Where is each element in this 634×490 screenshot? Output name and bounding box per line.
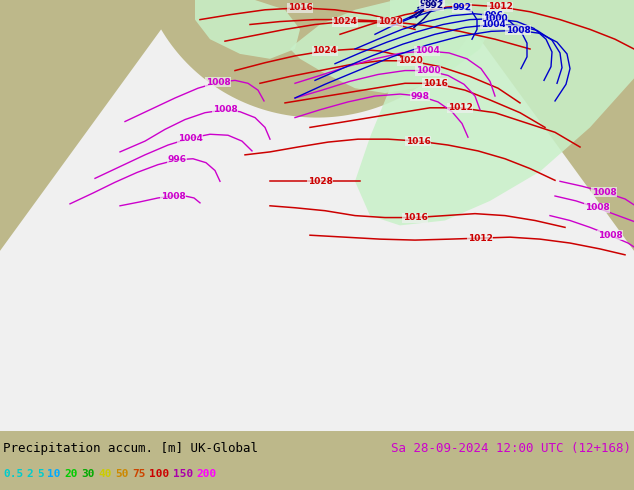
Text: 1000: 1000 (482, 14, 507, 23)
Polygon shape (0, 29, 634, 441)
Text: 988: 988 (425, 0, 444, 6)
Text: 1008: 1008 (598, 231, 623, 240)
Text: 996: 996 (167, 155, 186, 164)
Text: 1008: 1008 (585, 203, 609, 212)
Text: 40: 40 (98, 469, 112, 479)
Text: 1020: 1020 (378, 17, 403, 26)
Text: 1012: 1012 (448, 103, 472, 112)
Text: 75: 75 (133, 469, 146, 479)
Text: 2: 2 (27, 469, 33, 479)
Text: 20: 20 (65, 469, 78, 479)
Text: 998: 998 (410, 92, 429, 100)
Text: 1008: 1008 (160, 192, 185, 200)
Text: 1016: 1016 (406, 137, 430, 146)
Polygon shape (290, 0, 490, 93)
Text: 30: 30 (82, 469, 95, 479)
Text: 1012: 1012 (467, 234, 493, 243)
Text: 1004: 1004 (178, 134, 202, 143)
Text: 5: 5 (37, 469, 44, 479)
Text: Precipitation accum. [m] UK-Global: Precipitation accum. [m] UK-Global (3, 442, 258, 455)
Text: 10: 10 (48, 469, 61, 479)
Text: 1016: 1016 (403, 213, 427, 222)
Text: 1004: 1004 (415, 47, 439, 55)
Text: 100: 100 (150, 469, 170, 479)
Text: 1024: 1024 (313, 47, 337, 55)
Text: 992: 992 (425, 1, 444, 10)
Text: 200: 200 (197, 469, 217, 479)
Text: 1028: 1028 (307, 177, 332, 186)
Text: 1008: 1008 (205, 78, 230, 87)
Text: 1020: 1020 (398, 56, 422, 65)
Text: 1008: 1008 (592, 188, 616, 196)
Text: 50: 50 (115, 469, 129, 479)
Polygon shape (195, 0, 300, 59)
Text: 1004: 1004 (481, 20, 505, 29)
Text: 1000: 1000 (416, 66, 440, 75)
Text: 1016: 1016 (423, 79, 448, 88)
Text: Sa 28-09-2024 12:00 UTC (12+168): Sa 28-09-2024 12:00 UTC (12+168) (391, 442, 631, 455)
Polygon shape (355, 0, 634, 225)
Text: 1012: 1012 (488, 2, 512, 11)
Text: 0.5: 0.5 (3, 469, 23, 479)
Text: 1008: 1008 (506, 26, 531, 35)
Text: 150: 150 (173, 469, 193, 479)
Text: 1024: 1024 (332, 17, 358, 26)
Text: 988: 988 (420, 0, 439, 8)
Text: 1016: 1016 (288, 3, 313, 12)
Text: 1008: 1008 (212, 105, 237, 114)
Text: 996: 996 (484, 11, 503, 20)
Text: 992: 992 (453, 3, 472, 12)
